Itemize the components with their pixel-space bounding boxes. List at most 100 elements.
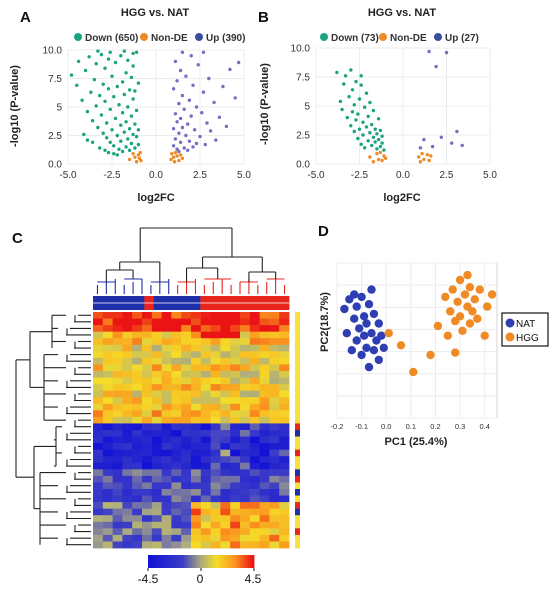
heatmap-cell (279, 338, 290, 346)
heatmap-cell (142, 423, 153, 431)
heatmap-cell (102, 410, 113, 418)
data-point-down (378, 128, 383, 133)
pca-point-nat (374, 355, 383, 365)
colorbar-step (248, 555, 251, 568)
row-annotation-cell (295, 436, 300, 444)
heatmap-cell (161, 325, 172, 333)
heatmap-cell (220, 443, 231, 451)
data-point-up (207, 76, 211, 81)
heatmap-cell (161, 390, 172, 398)
heatmap-cell (102, 351, 113, 359)
colorbar-step (170, 555, 173, 568)
heatmap-cell (181, 541, 192, 549)
heatmap-cell (132, 410, 143, 418)
heatmap-cell (230, 403, 241, 411)
pca-point-nat (359, 312, 369, 321)
heatmap-cell (181, 508, 192, 516)
row-annotation-cell (295, 462, 300, 470)
heatmap-cell (279, 449, 290, 457)
heatmap-cell (102, 423, 113, 431)
heatmap-cell (249, 541, 260, 549)
heatmap-cell (200, 462, 211, 470)
heatmap-cell (112, 377, 123, 385)
heatmap-cell (200, 541, 211, 549)
heatmap-cell (161, 541, 172, 549)
heatmap-cell (132, 371, 143, 378)
heatmap-cell (122, 344, 133, 352)
legend-nonde-marker (379, 33, 387, 41)
heatmap-cell (102, 502, 113, 510)
row-annotation-cell (295, 331, 300, 339)
heatmap-cell (151, 416, 162, 424)
legend-nat-marker (505, 318, 515, 328)
heatmap-cell (181, 364, 192, 372)
heatmap-cell (93, 449, 104, 457)
heatmap-cell (230, 436, 241, 444)
heatmap-cell (171, 436, 182, 444)
x-tick-label: 0.0 (381, 422, 391, 431)
data-point-down (361, 120, 365, 124)
heatmap-cell (93, 403, 104, 411)
heatmap-cell (151, 495, 162, 503)
row-annotation-cell (295, 534, 300, 542)
data-point-down (376, 137, 381, 142)
heatmap-cell (132, 534, 143, 542)
heatmap-cell (279, 456, 290, 464)
heatmap-cell (220, 449, 231, 457)
heatmap-cell (93, 502, 104, 510)
heatmap-cell (200, 410, 211, 418)
heatmap-cell (191, 508, 202, 516)
heatmap-cell (151, 371, 162, 378)
heatmap-cell (122, 469, 133, 477)
heatmap-cell (210, 534, 221, 542)
data-point-down (126, 105, 130, 109)
pca-point-hgg (396, 341, 406, 350)
heatmap-cell (210, 430, 221, 437)
heatmap-cell (279, 377, 290, 385)
pca-point-hgg (409, 367, 418, 377)
data-point-down (124, 145, 128, 149)
data-point-nonde (169, 157, 173, 162)
data-point-down (378, 144, 383, 149)
data-point-up (178, 68, 183, 73)
pca-point-hgg (463, 270, 472, 280)
heatmap-cell (249, 371, 260, 378)
heatmap-cell (240, 416, 251, 424)
heatmap-cell (161, 449, 172, 457)
data-point-down (119, 123, 123, 127)
heatmap-cell (102, 364, 113, 372)
heatmap-cell (220, 502, 231, 510)
data-point-down (363, 105, 367, 109)
data-point-down (92, 77, 97, 82)
heatmap-cell (102, 403, 113, 411)
data-point-down (131, 51, 135, 56)
heatmap-cell (279, 502, 290, 510)
pca-point-nat (355, 324, 364, 333)
data-point-up (175, 120, 179, 124)
heatmap-cell (230, 423, 241, 431)
colorbar-step (198, 555, 201, 568)
heatmap-cell (230, 430, 241, 437)
pca-point-nat (379, 343, 388, 352)
heatmap-cell (269, 357, 280, 365)
row-annotation-cell (295, 312, 300, 319)
heatmap-cell (210, 377, 221, 385)
column-dendrogram (96, 227, 286, 294)
heatmap-cell (102, 521, 113, 529)
data-point-down (112, 95, 116, 99)
heatmap-cell (191, 489, 202, 496)
heatmap-cell (269, 489, 280, 496)
heatmap-cell (191, 515, 202, 523)
heatmap-cell (93, 318, 104, 326)
heatmap-cell (102, 344, 113, 352)
heatmap-cell (122, 403, 133, 411)
heatmap-cell (191, 534, 202, 542)
heatmap-cell (269, 384, 280, 392)
heatmap-cell (122, 495, 133, 503)
heatmap-cell (259, 462, 270, 470)
data-point-down (119, 139, 123, 143)
heatmap-cell (102, 338, 113, 346)
heatmap-cell (230, 377, 241, 385)
heatmap-cell (93, 443, 104, 451)
heatmap-cell (181, 325, 192, 333)
